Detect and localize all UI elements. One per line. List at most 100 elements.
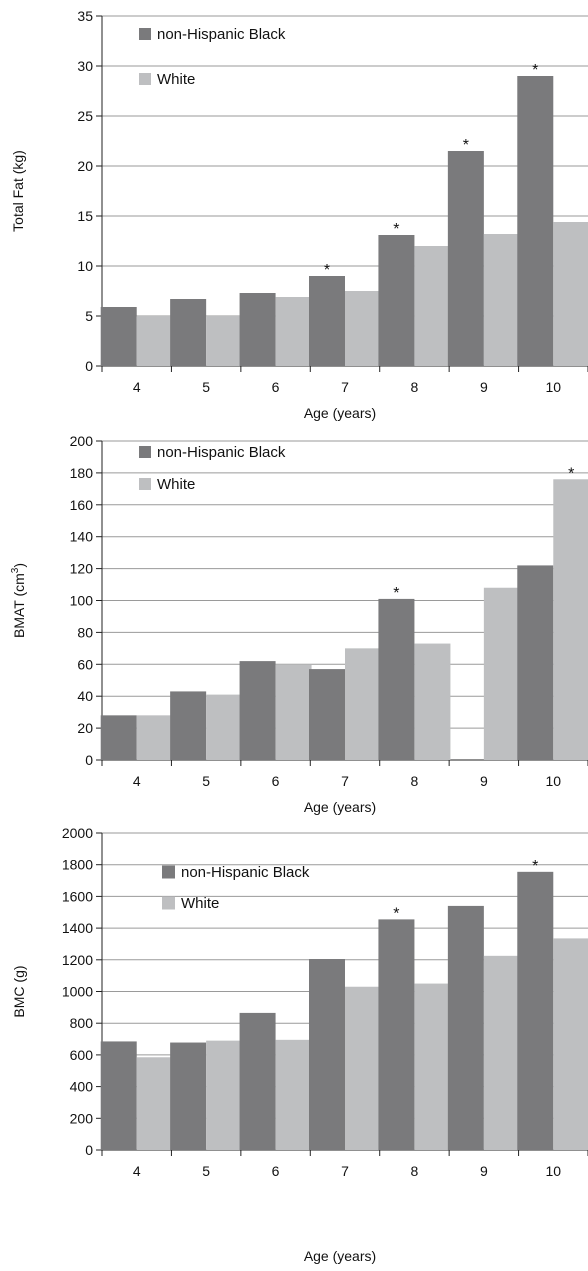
legend-label-black: non-Hispanic Black	[181, 864, 310, 881]
legend-swatch-white	[162, 896, 175, 910]
x-tick-label: 9	[480, 379, 488, 395]
y-axis-title-main: BMC (g)	[11, 965, 27, 1017]
y-tick-label: 120	[70, 561, 94, 577]
legend: non-Hispanic Black White	[162, 864, 310, 912]
bar-black-age-10	[517, 565, 554, 760]
bar-black-age-4	[100, 715, 137, 760]
bar-black-age-7	[309, 276, 345, 366]
y-tick-label: 180	[70, 465, 94, 481]
bar-white-age-8	[414, 643, 451, 760]
legend-swatch-black	[139, 28, 151, 40]
x-tick-label: 8	[411, 773, 419, 789]
y-tick-label: 1000	[62, 984, 93, 1000]
chart-panel-2: 0 20 40 60 80 100 120 140 160 180 200 4 5 6 7 8 9 10 * * non…	[10, 433, 588, 815]
x-tick-label: 9	[480, 1163, 488, 1179]
x-tick-label: 4	[133, 773, 141, 789]
y-axis-title: BMAT (cm3)	[10, 563, 27, 638]
y-tick-label: 800	[70, 1015, 94, 1031]
x-tick-label: 4	[133, 1163, 141, 1179]
bar-white-age-5	[206, 694, 243, 760]
y-tick-label: 30	[77, 58, 93, 74]
bar-black-age-5	[170, 691, 207, 760]
x-tick-label: 10	[545, 773, 561, 789]
y-tick-label: 15	[77, 208, 93, 224]
chart-panel-3: 0 200 400 600 800 1000 1200 1400 1600 1800 2000 4 5 6…	[11, 825, 588, 1264]
bar-black-age-10	[517, 871, 554, 1150]
chart-panel-1: 0 5 10 15 20 25 30 35 4 5 6 7 8 9 10 * * * * non-Hispanic B…	[10, 8, 588, 421]
x-tick-label: 10	[545, 1163, 561, 1179]
y-tick-label: 1600	[62, 888, 93, 904]
y-tick-label: 0	[85, 1142, 93, 1158]
bar-black-age-6	[239, 1012, 276, 1150]
x-tick-label: 5	[202, 379, 210, 395]
y-tick-label: 0	[85, 358, 93, 374]
bar-white-age-7	[345, 648, 381, 760]
significance-marker: *	[532, 858, 538, 875]
x-tick-label: 5	[202, 1163, 210, 1179]
y-tick-label: 80	[77, 624, 93, 640]
y-axis-title-superscript: 3	[10, 567, 21, 573]
bar-white-age-10	[553, 938, 588, 1150]
y-tick-label: 60	[77, 656, 93, 672]
y-tick-label: 1400	[62, 920, 93, 936]
bar-black-age-6	[239, 661, 276, 760]
y-tick-label: 100	[70, 593, 94, 609]
x-tick-label: 6	[272, 773, 280, 789]
bar-white-age-8	[414, 246, 451, 366]
y-tick-label: 0	[85, 752, 93, 768]
x-tick-label: 5	[202, 773, 210, 789]
x-tick-label: 6	[272, 1163, 280, 1179]
y-tick-label: 25	[77, 108, 93, 124]
bar-white-age-10	[553, 479, 588, 760]
significance-marker: *	[532, 62, 538, 79]
bar-white-age-6	[275, 1039, 312, 1150]
legend-label-white: White	[181, 895, 219, 912]
bar-white-age-5	[206, 1040, 243, 1150]
bar-white-age-10	[553, 222, 588, 366]
bar-black-age-5	[170, 1042, 207, 1150]
legend-label-black: non-Hispanic Black	[157, 444, 286, 461]
bar-black-age-4	[100, 1041, 137, 1150]
y-tick-label: 1200	[62, 952, 93, 968]
x-axis-title: Age (years)	[304, 405, 376, 421]
legend: non-Hispanic Black White	[139, 26, 286, 88]
y-tick-label: 200	[70, 433, 94, 449]
bar-white-age-4	[136, 715, 173, 760]
bar-white-age-7	[345, 291, 381, 366]
x-tick-label: 7	[341, 379, 349, 395]
legend-label-white: White	[157, 71, 195, 88]
bar-black-age-5	[170, 299, 207, 366]
bar-white-age-5	[206, 316, 243, 366]
bar-black-age-8	[378, 598, 415, 760]
x-tick-label: 10	[545, 379, 561, 395]
y-axis-title-main: BMAT (cm	[11, 573, 27, 638]
bar-white-age-9	[483, 234, 520, 366]
y-axis-title: Total Fat (kg)	[10, 150, 26, 232]
legend-swatch-black	[139, 446, 151, 458]
bar-black-age-9	[447, 151, 484, 366]
bar-white-age-9	[483, 587, 520, 760]
bar-white-age-9	[483, 955, 520, 1150]
y-tick-label: 2000	[62, 825, 93, 841]
bar-black-age-7	[309, 959, 345, 1150]
bar-black-age-9	[447, 905, 484, 1150]
significance-marker: *	[393, 221, 399, 238]
y-tick-label: 40	[77, 688, 93, 704]
x-tick-label: 7	[341, 1163, 349, 1179]
bar-white-age-7	[345, 986, 381, 1150]
bar-white-age-4	[136, 1057, 173, 1150]
y-axis-title-main: Total Fat (kg)	[10, 150, 26, 232]
y-axis-title-suffix: )	[11, 563, 27, 568]
legend-swatch-black	[162, 865, 175, 879]
bar-white-age-6	[275, 297, 312, 366]
y-tick-label: 140	[70, 529, 94, 545]
y-tick-label: 400	[70, 1079, 94, 1095]
y-tick-label: 160	[70, 497, 94, 513]
y-axis-title: BMC (g)	[11, 965, 27, 1017]
y-tick-label: 1800	[62, 857, 93, 873]
x-tick-label: 7	[341, 773, 349, 789]
y-tick-label: 35	[77, 8, 93, 24]
y-tick-label: 5	[85, 308, 93, 324]
x-tick-label: 6	[272, 379, 280, 395]
